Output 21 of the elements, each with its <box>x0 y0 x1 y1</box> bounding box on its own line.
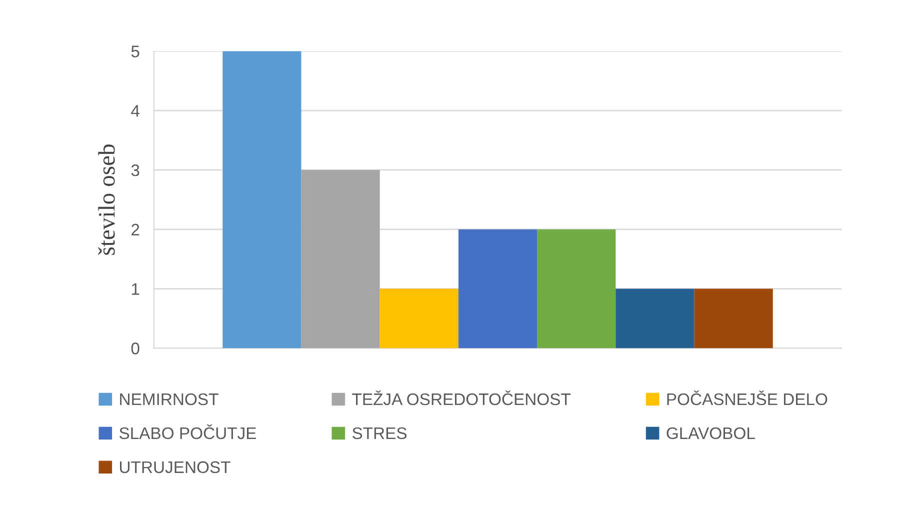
bar <box>380 288 458 348</box>
bar <box>616 288 694 348</box>
y-tick-label: 3 <box>131 164 140 176</box>
legend-label: TEŽJA OSREDOTOČENOST <box>352 390 571 406</box>
bar <box>537 229 616 348</box>
legend-label: POČASNEJŠE DELO <box>667 390 828 406</box>
legend-label: UTRUJENOST <box>120 461 230 474</box>
bar <box>301 170 380 348</box>
legend-label: NEMIRNOST <box>120 393 218 406</box>
legend-label: STRES <box>352 427 407 440</box>
y-tick-label: 4 <box>131 105 140 117</box>
bar <box>458 229 538 348</box>
bar <box>694 288 773 348</box>
y-tick-label: 0 <box>131 342 140 354</box>
y-axis-title: število oseb <box>98 144 115 255</box>
legend-label: GLAVOBOL <box>666 427 755 440</box>
bar <box>222 51 302 348</box>
legend-label: SLABO POČUTJE <box>119 424 256 440</box>
y-tick-label: 1 <box>132 283 140 295</box>
y-tick-label: 5 <box>131 46 140 58</box>
y-tick-label: 2 <box>132 224 140 236</box>
